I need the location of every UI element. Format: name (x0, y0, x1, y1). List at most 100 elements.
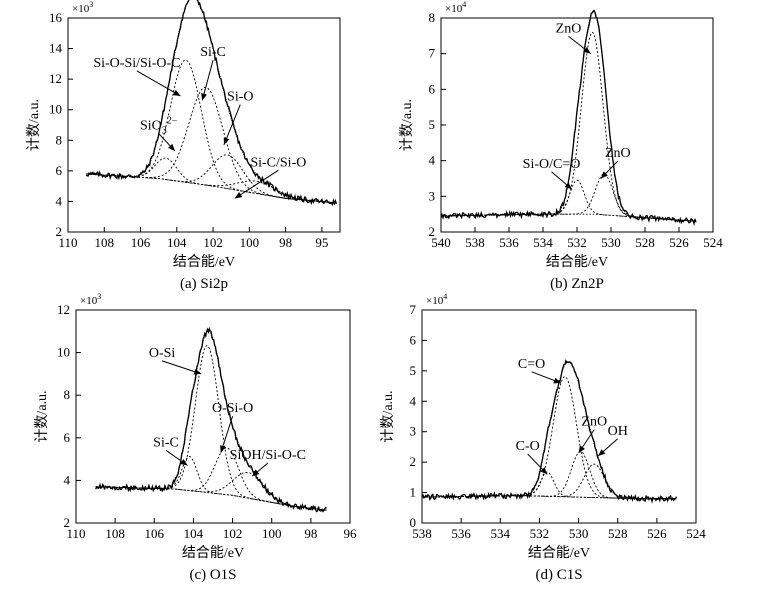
raw-spectrum (85, 0, 338, 207)
y-tick-label: 8 (429, 10, 436, 25)
annotation-label: Si-C (200, 45, 226, 60)
x-tick-label: 110 (58, 235, 77, 250)
y-tick-label: 10 (57, 345, 70, 360)
x-tick-label: 108 (105, 526, 125, 541)
annotation-arrow-head (598, 449, 606, 457)
panel-caption: (a) Si2p (180, 276, 228, 292)
annotation-label: C-O (516, 439, 540, 454)
y-tick-label: 5 (410, 363, 417, 378)
annotation-arrow-line (136, 70, 181, 97)
x-axis-label: 结合能/eV (173, 254, 235, 270)
annotation-arrow-head (172, 89, 181, 96)
x-tick-label: 102 (223, 526, 243, 541)
x-tick-label: 526 (647, 526, 667, 541)
y-multiplier-exponent: 3 (89, 0, 93, 9)
y-tick-label: 8 (64, 387, 71, 402)
x-tick-label: 104 (184, 526, 204, 541)
component-peak (422, 376, 677, 500)
annotation-arrow-head (252, 469, 260, 477)
annotation-arrow-head (540, 467, 548, 475)
annotation-label: O-Si-O (212, 401, 253, 416)
raw-spectrum (421, 359, 677, 504)
x-tick-label: 524 (686, 526, 706, 541)
y-multiplier-exponent: 4 (462, 0, 466, 9)
x-tick-label: 96 (344, 526, 358, 541)
y-multiplier-exponent: 4 (443, 292, 447, 301)
y-tick-label: 4 (410, 393, 417, 408)
x-tick-label: 534 (491, 526, 511, 541)
x-tick-label: 536 (451, 526, 471, 541)
plot-frame (75, 309, 351, 524)
fitted-envelope (422, 361, 677, 500)
x-tick-label: 526 (669, 235, 689, 250)
x-tick-label: 530 (569, 526, 589, 541)
annotation-subscript: 3 (162, 126, 167, 137)
annotation-arrow-head (553, 377, 561, 384)
raw-spectrum (440, 9, 697, 227)
annotation-arrow-head (223, 137, 230, 145)
annotation-arrow-head (234, 192, 243, 199)
x-tick-label: 104 (167, 235, 187, 250)
y-tick-label: 6 (56, 163, 63, 178)
y-tick-label: 12 (57, 302, 70, 317)
y-tick-label: 7 (429, 46, 436, 61)
x-axis-label: 结合能/eV (528, 545, 590, 561)
x-axis-label: 结合能/eV (182, 545, 244, 561)
y-multiplier: ×104 (426, 292, 447, 307)
annotation-arrow-line (234, 169, 279, 199)
component-peak (422, 463, 677, 500)
annotation-arrow-head (220, 445, 226, 453)
x-tick-label: 98 (304, 526, 317, 541)
annotation-label: SiO32− (140, 116, 178, 137)
annotation-arrow-head (600, 171, 608, 179)
panel-caption: (d) C1S (535, 567, 582, 583)
panel-b: 540 538 536 534 532 530 528 526 524 2 3 4 5 6 7 8 ×104 结合… (399, 0, 723, 292)
y-tick-label: 2 (64, 515, 71, 530)
y-tick-label: 6 (429, 81, 436, 96)
x-tick-label: 536 (499, 235, 519, 250)
annotation-label: SiOH/Si-O-C (230, 448, 306, 463)
y-tick-label: 2 (56, 224, 63, 239)
annotation-label: Si-O/C=O (523, 157, 581, 172)
annotation-label: ZnO (556, 21, 582, 36)
annotation-arrow-head (583, 46, 591, 54)
x-tick-label: 102 (203, 235, 223, 250)
annotation-label: O-Si (149, 346, 176, 361)
annotation-arrow-head (168, 143, 175, 151)
y-axis-label: 计数/a.u. (26, 99, 42, 151)
plot-frame (421, 309, 697, 524)
y-tick-label: 4 (429, 153, 436, 168)
raw-spectrum (95, 326, 327, 513)
x-tick-label: 528 (635, 235, 655, 250)
x-tick-label: 532 (567, 235, 587, 250)
y-multiplier: ×103 (80, 292, 101, 307)
x-tick-label: 530 (601, 235, 621, 250)
y-tick-label: 3 (410, 424, 417, 439)
annotation-label: Si-O (227, 90, 253, 105)
y-tick-label: 12 (49, 71, 62, 86)
y-tick-label: 4 (64, 472, 71, 487)
y-multiplier-exponent: 3 (97, 292, 101, 301)
annotation-label: C=O (518, 357, 545, 372)
x-tick-label: 534 (533, 235, 553, 250)
annotation-label: Si-O-Si/Si-O-C (93, 56, 180, 71)
component-peak (86, 59, 337, 204)
y-axis-label: 计数/a.u. (399, 99, 415, 151)
annotation-arrow-head (201, 93, 207, 101)
x-tick-label: 538 (465, 235, 485, 250)
annotation-label: ZnO (605, 146, 631, 161)
y-tick-label: 6 (64, 430, 71, 445)
x-tick-label: 528 (608, 526, 628, 541)
component-peak (422, 471, 677, 500)
fitted-envelope (95, 330, 327, 511)
annotation-superscript: 2− (167, 116, 178, 127)
annotation-label: Si-C/Si-O (250, 155, 306, 170)
annotation-arrow-head (564, 182, 572, 190)
annotation-arrow-head (193, 368, 202, 375)
background-line (95, 486, 327, 511)
y-tick-label: 3 (429, 188, 436, 203)
panel-caption: (c) O1S (189, 567, 236, 583)
background-line (86, 173, 337, 204)
x-tick-label: 532 (530, 526, 550, 541)
